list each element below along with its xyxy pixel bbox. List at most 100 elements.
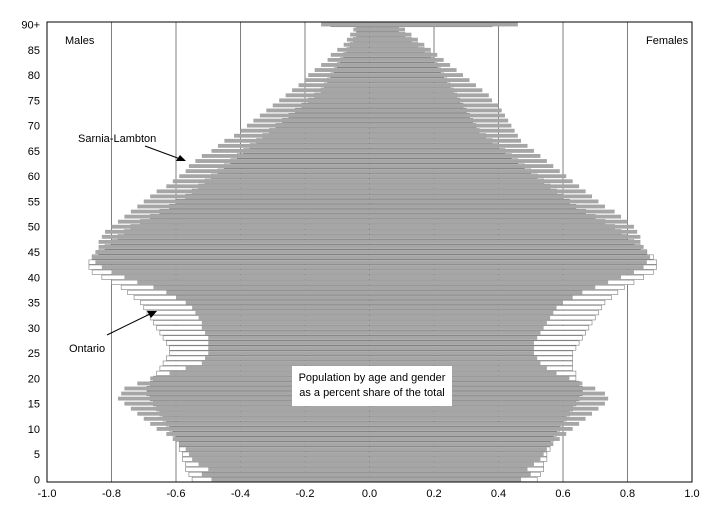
sarnia-lambton-male-bar — [98, 245, 370, 249]
x-tick-label: -0.4 — [231, 488, 250, 500]
sarnia-lambton-male-bar — [98, 239, 370, 244]
sarnia-lambton-male-bar — [253, 118, 370, 123]
sarnia-lambton-male-bar — [195, 159, 370, 163]
sarnia-lambton-male-bar — [279, 98, 370, 103]
y-tick-labels: 0 5 10 15 20 25 30 35 40 45 50 55 60 65 70 75 80 85 90+ — [21, 20, 40, 487]
sarnia-lambton-female-bar — [369, 320, 547, 325]
sarnia-lambton-female-bar — [369, 462, 534, 467]
sarnia-lambton-male-bar — [246, 123, 370, 128]
sarnia-lambton-male-bar — [308, 73, 370, 78]
sarnia-lambton-female-bar — [369, 189, 586, 194]
ontario-arrow-line — [106, 312, 153, 336]
sarnia-lambton-female-bar — [369, 239, 641, 244]
sarnia-lambton-female-bar — [369, 88, 483, 93]
sarnia-lambton-female-bar — [369, 255, 651, 259]
y-tick-label: 60 — [28, 171, 40, 183]
sarnia-lambton-male-bar — [121, 391, 370, 396]
sarnia-lambton-male-bar — [201, 472, 370, 477]
sarnia-lambton-female-bar — [369, 426, 573, 431]
sarnia-lambton-female-bar — [369, 143, 528, 148]
sarnia-lambton-male-bar — [105, 229, 370, 234]
sarnia-lambton-female-bar — [369, 27, 405, 32]
sarnia-lambton-male-bar — [208, 467, 370, 472]
y-tick-label: 15 — [28, 399, 40, 411]
sarnia-lambton-female-bar — [369, 265, 644, 270]
sarnia-lambton-male-bar — [137, 204, 370, 209]
sarnia-lambton-female-bar — [369, 421, 580, 426]
sarnia-lambton-female-bar — [369, 138, 522, 143]
sarnia-lambton-male-bar — [259, 113, 370, 118]
sarnia-lambton-female-bar — [369, 113, 505, 118]
sarnia-lambton-male-bar — [156, 189, 370, 194]
x-tick-label: 0.2 — [426, 488, 441, 500]
sarnia-lambton-male-bar — [205, 330, 370, 335]
sarnia-lambton-male-bar — [208, 351, 370, 356]
sarnia-lambton-female-bar — [369, 209, 615, 214]
y-tick-label: 90+ — [21, 20, 40, 32]
sarnia-lambton-male-bar — [211, 477, 370, 482]
sarnia-lambton-female-bar — [369, 315, 551, 320]
sarnia-lambton-male-bar — [169, 371, 370, 376]
sarnia-lambton-male-bar — [198, 315, 370, 320]
sarnia-lambton-female-bar — [369, 336, 538, 340]
y-tick-label: 85 — [28, 45, 40, 57]
sarnia-lambton-female-bar — [369, 148, 534, 153]
sarnia-lambton-male-bar — [153, 285, 370, 290]
sarnia-lambton-male-bar — [185, 366, 370, 371]
ontario-arrow-head — [147, 311, 157, 318]
sarnia-lambton-female-bar — [369, 184, 580, 189]
y-tick-label: 80 — [28, 70, 40, 82]
sarnia-lambton-male-bar — [327, 57, 370, 62]
sarnia-lambton-male-bar — [321, 22, 370, 27]
y-tick-label: 30 — [28, 323, 40, 335]
sarnia-lambton-male-bar — [172, 437, 370, 441]
sarnia-lambton-male-bar — [124, 214, 370, 219]
sarnia-lambton-male-bar — [195, 310, 370, 315]
sarnia-lambton-male-bar — [172, 179, 370, 184]
x-tick-label: 0.8 — [620, 488, 635, 500]
sarnia-lambton-male-bar — [117, 396, 370, 401]
sarnia-lambton-male-bar — [150, 194, 370, 199]
sarnia-lambton-male-bar — [201, 361, 370, 366]
sarnia-lambton-female-bar — [369, 169, 560, 174]
x-tick-label: 1.0 — [684, 488, 699, 500]
sarnia-lambton-female-bar — [369, 159, 547, 163]
sarnia-lambton-female-bar — [369, 366, 547, 371]
sarnia-lambton-female-bar — [369, 472, 531, 477]
y-tick-label: 20 — [28, 373, 40, 385]
sarnia-lambton-female-bar — [369, 214, 622, 219]
sarnia-lambton-female-bar — [369, 310, 554, 315]
x-tick-label: 0.6 — [555, 488, 570, 500]
y-tick-label: 70 — [28, 121, 40, 133]
y-tick-label: 25 — [28, 348, 40, 360]
sarnia-lambton-male-bar — [130, 406, 370, 411]
x-tick-labels: -1.0 -0.8 -0.6 -0.4 -0.2 0.0 0.2 0.4 0.6 0.8 1.0 — [38, 488, 700, 500]
y-tick-label: 0 — [34, 474, 40, 486]
sarnia-lambton-male-bar — [272, 103, 370, 108]
sarnia-lambton-female-bar — [369, 381, 583, 386]
sarnia-lambton-female-bar — [369, 68, 457, 72]
y-tick-label: 50 — [28, 222, 40, 234]
y-tick-label: 40 — [28, 272, 40, 284]
sarnia-lambton-female-bar — [369, 98, 493, 103]
sarnia-lambton-male-bar — [124, 275, 370, 280]
sarnia-lambton-female-bar — [369, 42, 425, 47]
sarnia-lambton-male-bar — [353, 27, 370, 32]
sarnia-lambton-male-bar — [234, 133, 370, 138]
sarnia-lambton-female-bar — [369, 411, 593, 416]
sarnia-lambton-male-bar — [350, 32, 370, 37]
sarnia-lambton-male-bar — [266, 108, 370, 113]
sarnia-lambton-female-bar — [369, 285, 596, 290]
sarnia-lambton-female-bar — [369, 73, 464, 78]
sarnia-lambton-female-bar — [369, 346, 534, 350]
sarnia-lambton-male-bar — [101, 234, 370, 239]
x-tick-label: 0.4 — [491, 488, 506, 500]
sarnia-lambton-female-bar — [369, 199, 599, 204]
males-label: Males — [65, 35, 95, 47]
sarnia-lambton-female-bar — [369, 396, 609, 401]
sarnia-lambton-female-bar — [369, 416, 586, 421]
sarnia-lambton-female-bar — [369, 406, 599, 411]
sarnia-lambton-male-bar — [185, 300, 370, 305]
sarnia-lambton-male-bar — [305, 78, 370, 83]
